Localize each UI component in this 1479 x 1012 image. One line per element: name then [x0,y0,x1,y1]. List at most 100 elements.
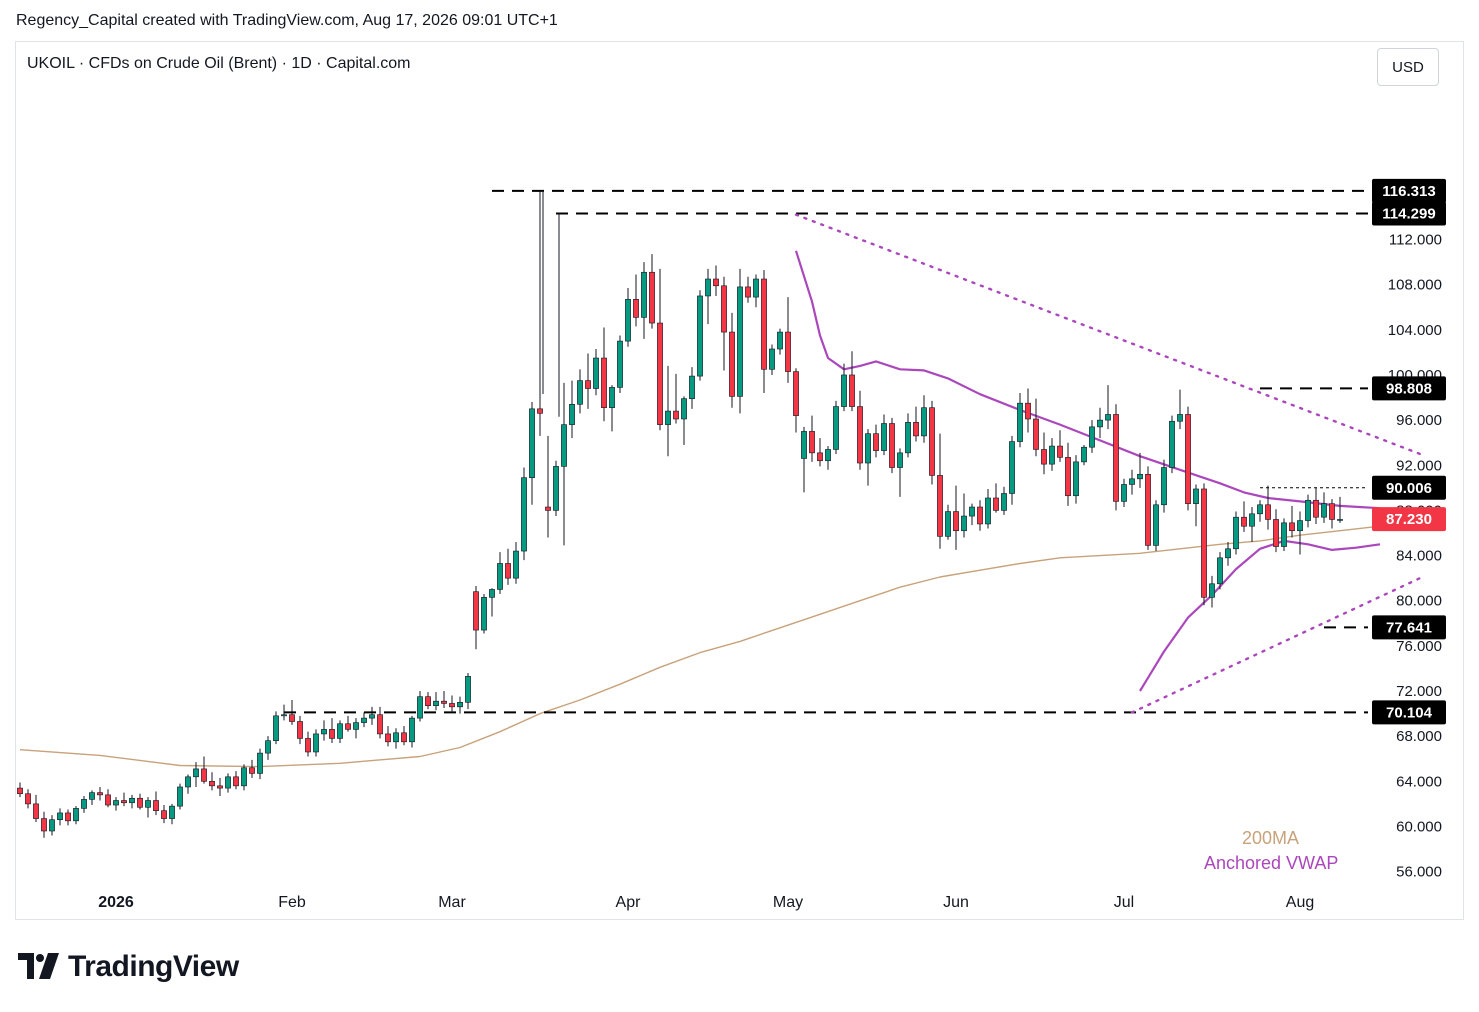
candle-body [1017,402,1023,442]
tradingview-logo[interactable]: TradingView [18,950,239,984]
candle-body [1289,522,1295,532]
candle-body [665,410,671,425]
candle [681,396,687,445]
candle [1145,466,1151,550]
candle [89,790,95,806]
candle-body [1201,488,1207,598]
candle-body [1057,445,1063,458]
candle-body [601,357,607,408]
candle-body [217,785,223,789]
candle [449,695,455,712]
candle-body [641,271,647,318]
candle-body [1065,457,1071,497]
candle [1217,552,1223,590]
price-level-label: 90.006 [1372,475,1446,500]
currency-button[interactable]: USD [1377,48,1439,86]
candle-body [449,703,455,708]
candle-body [1321,503,1327,518]
x-axis-tick-label: Jul [1114,894,1134,911]
y-axis-tick-label: 104.000 [1388,322,1442,339]
candle-body [673,410,679,420]
candle [785,297,791,383]
candle [961,493,967,538]
y-axis-tick-label: 76.000 [1396,638,1442,655]
candle-body [1073,461,1079,497]
candle-body [1089,426,1095,448]
candle-body [977,506,983,525]
candle-body [705,278,711,297]
candle [1033,398,1039,457]
candle-body [153,800,159,811]
x-axis-tick-label: Aug [1286,894,1314,911]
candle [705,268,711,325]
x-axis-tick-label: May [773,894,803,911]
candle [161,805,167,824]
candle [569,380,575,439]
candle-body [905,422,911,454]
y-axis[interactable]: 56.000 60.000 64.000 68.000 72.000 76.000 80.0… [1388,232,1442,881]
candle-body [1121,484,1127,502]
candle-body [1097,419,1103,428]
candle [1337,496,1343,523]
price-level-label: 116.313 [1372,178,1446,203]
candle-body [521,477,527,552]
candle [1065,442,1071,506]
candle-body [473,591,479,631]
candle-body [241,767,247,787]
candle [713,265,719,296]
attribution-text: Regency_Capital created with TradingView… [16,12,558,29]
symbol-title[interactable]: UKOIL · CFDs on Crude Oil (Brent) · 1D ·… [27,55,411,72]
candle [625,288,631,347]
candle [593,349,599,396]
candle [1097,407,1103,439]
candle-body [297,721,303,739]
candle [1153,500,1159,552]
x-axis[interactable]: 2026 Feb Mar Apr May Jun Jul Aug [98,894,1314,911]
candle [633,274,639,327]
candle [1281,518,1287,552]
candle-body [1049,445,1055,465]
candle [1257,500,1263,522]
x-axis-tick-label: Apr [616,894,642,911]
candle-body [169,805,175,819]
tradingview-wordmark: TradingView [68,950,239,983]
candle-body [969,506,975,517]
candle [1161,459,1167,513]
candle [1137,452,1143,488]
price-level-label-text: 87.230 [1386,511,1432,528]
candle [609,385,615,432]
candle-body [33,803,39,819]
price-level-label-bg [1372,700,1446,725]
candle-body [809,431,815,454]
candle [1305,494,1311,528]
candle-body [833,406,839,450]
candle-body [937,475,943,537]
candle [25,789,31,809]
chart-frame [15,41,1464,920]
candle-body [505,563,511,579]
price-level-label-bg [1372,201,1446,226]
candle-body [729,331,735,397]
candle [321,720,327,741]
candle [1001,486,1007,515]
candle [865,429,871,486]
candle-body [545,506,551,511]
candle-body [233,776,239,787]
x-axis-tick-label: 2026 [98,894,134,911]
candle-body [1249,513,1255,527]
candle-body [609,387,615,408]
price-level-label-bg [1372,507,1446,532]
candle-body [289,714,295,722]
y-axis-tick-label: 80.000 [1396,593,1442,610]
candle [369,706,375,725]
candle [41,811,47,838]
y-axis-tick-label: 56.000 [1396,864,1442,881]
price-level-label: 114.299 [1372,201,1446,226]
price-level-label-text: 114.299 [1382,206,1435,223]
candle-body [49,819,55,832]
candle-body [249,767,255,774]
candle [1241,501,1247,532]
candle-body [1137,473,1143,480]
legend-entry: 200MA [1242,828,1299,848]
